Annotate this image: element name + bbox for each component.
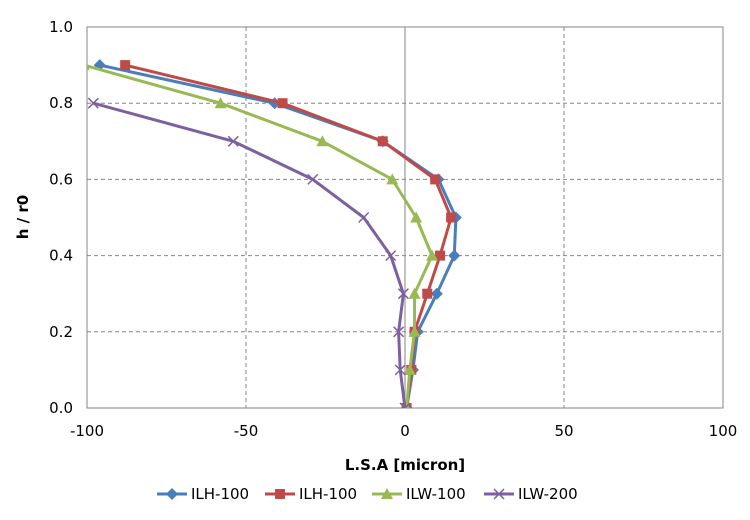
data-point [227,135,239,147]
data-point [448,249,461,262]
data-point [358,211,370,224]
y-axis-title: h / r0 [14,195,32,239]
data-point [446,212,457,223]
y-tick-label: 1.0 [49,18,73,36]
x-marker-stroke [358,211,370,224]
grid-lines [87,27,723,408]
series-1 [93,59,462,408]
x-tick-label: 100 [709,422,738,440]
legend-swatch-marker [493,488,505,500]
series-2 [120,60,457,408]
data-point [393,326,405,338]
x-marker-stroke [493,488,505,500]
y-tick-label: 0.4 [49,247,73,265]
x-marker-stroke [393,326,405,338]
legend-item: ILH-100 [265,485,357,503]
data-point [403,363,416,375]
legend-item: ILH-100 [157,485,249,503]
data-point [277,98,288,109]
data-point [214,97,227,109]
data-point [430,287,443,300]
x-marker-stroke [227,135,239,147]
data-series [87,59,462,408]
y-tick-label: 0.0 [49,399,73,417]
series-3 [87,64,439,408]
legend-swatch-marker [275,489,285,499]
x-tick-label: 50 [554,422,573,440]
data-point [426,249,439,261]
series-line [87,64,434,408]
x-tick-label: -50 [234,422,259,440]
x-axis-title: L.S.A [micron] [345,456,465,474]
legend: ILH-100 ILH-100 ILW-100 ILW-200 [157,485,578,503]
data-point [408,325,421,337]
data-point [385,250,397,262]
data-point [386,173,399,185]
legend-label: ILW-200 [518,485,578,503]
series-line [124,63,453,408]
x-tick-label: -100 [70,422,104,440]
x-marker-stroke [399,402,407,408]
legend-label: ILH-100 [299,485,357,503]
x-marker-stroke [403,402,411,408]
series-4 [87,97,411,408]
x-marker-stroke [397,288,409,300]
x-marker-stroke [87,97,99,109]
data-point [377,136,388,147]
data-point [399,402,411,408]
legend-label: ILW-100 [406,485,466,503]
data-point [410,211,423,223]
data-point [408,287,421,299]
legend-item: ILW-100 [372,485,466,503]
data-point [87,64,90,71]
legend-item: ILW-200 [484,485,578,503]
data-point [316,135,329,147]
legend-swatch-marker [166,488,178,500]
data-point [307,173,319,185]
data-point [87,97,99,109]
x-marker-stroke [394,364,406,376]
x-marker-stroke [307,173,319,185]
x-tick-label: 0 [400,422,410,440]
data-point [394,364,406,376]
legend-label: ILH-100 [191,485,249,503]
data-point [430,174,441,185]
data-point [120,60,131,71]
legend-swatch-marker [381,488,393,499]
data-point [397,288,409,300]
y-tick-label: 0.2 [49,323,73,341]
x-marker-stroke [385,250,397,262]
series-line [99,63,458,408]
data-point [422,288,433,299]
y-tick-label: 0.6 [49,170,73,188]
y-tick-label: 0.8 [49,94,73,112]
tick-labels: 0.0 0.2 0.4 0.6 0.8 1.0 -100 -50 0 50 100 [49,18,737,440]
data-point [434,250,445,261]
